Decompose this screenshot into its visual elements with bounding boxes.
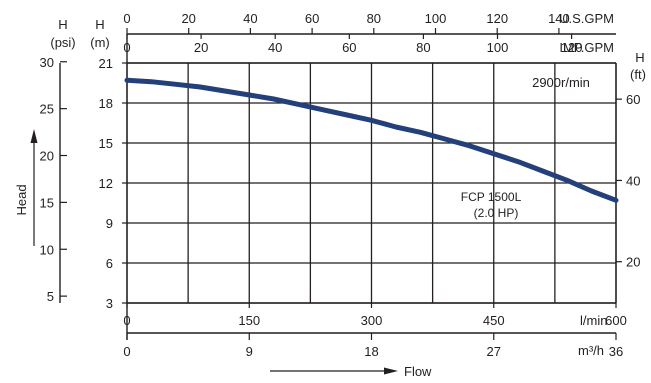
psi-tick-label: 30 xyxy=(40,55,54,70)
series-label-name: FCP 1500L xyxy=(461,190,522,204)
usgpm-tick-label: 20 xyxy=(181,11,195,26)
m-tick-label: 21 xyxy=(99,56,113,71)
lmin-tick-label: 300 xyxy=(361,313,383,328)
lmin-tick-label: 450 xyxy=(483,313,505,328)
m3h-tick-label: 18 xyxy=(364,344,378,359)
ft-tick-label: 60 xyxy=(626,92,640,107)
series-label-power: (2.0 HP) xyxy=(474,206,519,220)
usgpm-tick-label: 120 xyxy=(486,11,508,26)
usgpm-tick-label: 0 xyxy=(123,11,130,26)
ft-tick-label: 40 xyxy=(626,173,640,188)
m3h-tick-label: 36 xyxy=(609,344,623,359)
usgpm-tick-label: 40 xyxy=(243,11,257,26)
head-arrow-head xyxy=(30,129,38,143)
lmin-tick-label: 0 xyxy=(123,313,130,328)
series-line-fcp1500l xyxy=(124,77,619,203)
flow-arrow-head xyxy=(384,367,398,375)
ft-axis-unit: (ft) xyxy=(630,67,646,82)
impgpm-tick-label: 0 xyxy=(123,40,130,55)
usgpm-tick-label: 140 xyxy=(548,11,570,26)
impgpm-tick-label: 80 xyxy=(416,40,430,55)
m-axis-unit: (m) xyxy=(90,35,110,50)
usgpm-tick-label: 100 xyxy=(425,11,447,26)
ft-tick-label: 20 xyxy=(626,255,640,270)
psi-tick-label: 25 xyxy=(40,102,54,117)
m3h-tick-label: 0 xyxy=(123,344,130,359)
psi-tick-label: 5 xyxy=(47,289,54,304)
m3h-tick-label: 27 xyxy=(487,344,501,359)
head-axis-title: Head xyxy=(14,129,38,246)
impgpm-tick-label: 120 xyxy=(561,40,583,55)
m-tick-label: 6 xyxy=(106,256,113,271)
lmin-tick-label: 600 xyxy=(605,313,627,328)
plot-grid xyxy=(126,62,617,304)
flow-label: Flow xyxy=(404,364,432,379)
psi-tick-label: 15 xyxy=(40,195,54,210)
m-tick-label: 3 xyxy=(106,296,113,311)
ft-axis-h: H xyxy=(635,50,644,65)
impgpm-tick-label: 40 xyxy=(268,40,282,55)
usgpm-unit-label: U.S.GPM xyxy=(559,11,614,26)
impgpm-tick-label: 60 xyxy=(342,40,356,55)
m-axis-h: H xyxy=(95,17,104,32)
m-tick-label: 18 xyxy=(99,96,113,111)
lmin-unit-label: l/min xyxy=(580,313,607,328)
m3h-unit-label: m³/h xyxy=(578,343,604,358)
impgpm-unit-label: IMP.GPM xyxy=(559,40,614,55)
psi-tick-label: 10 xyxy=(40,242,54,257)
usgpm-tick-label: 80 xyxy=(367,11,381,26)
speed-annotation: 2900r/min xyxy=(532,75,590,90)
m-tick-label: 15 xyxy=(99,136,113,151)
impgpm-tick-label: 100 xyxy=(487,40,509,55)
head-label: Head xyxy=(14,184,29,215)
impgpm-tick-label: 20 xyxy=(194,40,208,55)
psi-tick-label: 20 xyxy=(40,149,54,164)
m3h-tick-label: 9 xyxy=(246,344,253,359)
m-tick-label: 12 xyxy=(99,176,113,191)
lmin-tick-label: 150 xyxy=(238,313,260,328)
psi-axis-h: H xyxy=(58,17,67,32)
psi-axis-unit: (psi) xyxy=(50,35,75,50)
m-tick-label: 9 xyxy=(106,216,113,231)
usgpm-tick-label: 60 xyxy=(305,11,319,26)
flow-axis-title: Flow xyxy=(270,364,432,379)
